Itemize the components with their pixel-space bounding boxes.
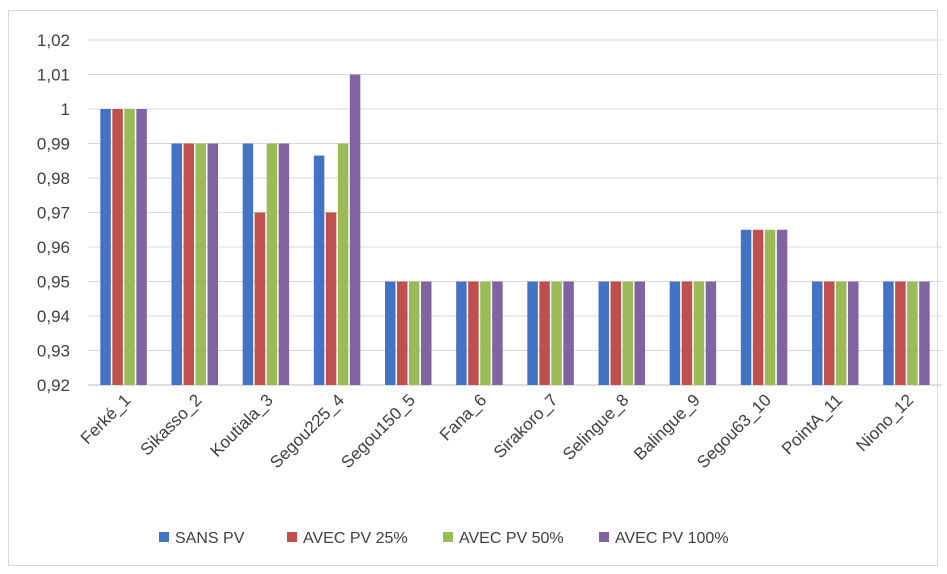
bar-Segou63_10-s2: [764, 229, 776, 385]
y-tick-label: 1,01: [37, 66, 70, 85]
x-tick-label: Sirakoro_7: [490, 390, 562, 462]
x-tick-label: PointA_11: [778, 390, 846, 458]
bar-Segou150_5-s1: [397, 281, 408, 385]
bar-Fana_6-s0: [456, 281, 467, 385]
x-tick-label: Selingue_8: [559, 390, 633, 464]
bar-Balingue_9-s3: [705, 281, 717, 385]
bar-Segou63_10-s3: [776, 229, 788, 385]
y-tick-label: 0,94: [37, 307, 70, 326]
bar-Sirakoro_7-s1: [539, 281, 550, 385]
bar-Sirakoro_7-s3: [563, 281, 574, 385]
bar-Segou150_5-s2: [409, 281, 420, 385]
bar-Koutiala_3-s1: [254, 212, 266, 385]
legend-label: AVEC PV 50%: [459, 530, 564, 547]
bar-Selingue_8-s0: [598, 281, 609, 385]
bar-Niono_12-s3: [919, 281, 930, 385]
y-tick-label: 1,02: [37, 31, 70, 50]
bars: [100, 74, 930, 385]
y-tick-label: 0,93: [37, 342, 70, 361]
bar-Ferké_1-s3: [136, 109, 147, 385]
bar-Sikasso_2-s3: [207, 143, 218, 385]
bar-Niono_12-s1: [895, 281, 906, 385]
x-tick-label: Balingue_9: [630, 390, 704, 464]
bar-Ferké_1-s0: [100, 109, 111, 385]
bar-Selingue_8-s2: [622, 281, 633, 385]
y-tick-label: 1: [61, 100, 70, 119]
bar-Sirakoro_7-s2: [551, 281, 562, 385]
bar-Balingue_9-s1: [681, 281, 693, 385]
y-tick-label: 0,92: [37, 376, 70, 395]
bar-Segou150_5-s0: [385, 281, 396, 385]
x-tick-label: Niono_12: [852, 390, 917, 455]
legend-swatch: [159, 532, 169, 542]
bar-PointA_11-s0: [812, 281, 823, 385]
bar-PointA_11-s3: [848, 281, 859, 385]
bar-Segou225_4-s0: [313, 155, 325, 385]
bar-Segou63_10-s0: [740, 229, 752, 385]
bar-Fana_6-s3: [492, 281, 503, 385]
bar-Segou225_4-s3: [349, 74, 361, 385]
y-axis-ticks: 0,92 0,93 0,94 0,95 0,96 0,97 0,98 0,99 1 1,01 1,0…: [37, 31, 70, 395]
x-tick-label: Segou225_4: [266, 390, 348, 472]
bar-Sikasso_2-s2: [195, 143, 206, 385]
legend-swatch: [443, 532, 453, 542]
x-tick-label: Sikasso_2: [137, 390, 206, 459]
x-axis-ticks: Ferké_1 Sikasso_2 Koutiala_3Segou225_4Sego…: [77, 390, 917, 472]
bar-Selingue_8-s1: [610, 281, 621, 385]
y-tick-label: 0,98: [37, 169, 70, 188]
y-tick-label: 0,96: [37, 238, 70, 257]
bar-PointA_11-s2: [836, 281, 847, 385]
x-tick-label: Fana_6: [436, 390, 490, 444]
legend-label: SANS PV: [175, 530, 245, 547]
legend-swatch: [287, 532, 297, 542]
bar-Niono_12-s0: [883, 281, 894, 385]
x-tick-label: Ferké_1: [77, 390, 135, 448]
y-tick-label: 0,99: [37, 135, 70, 154]
bar-Sikasso_2-s0: [171, 143, 182, 385]
bar-Segou225_4-s2: [337, 143, 349, 385]
bar-Fana_6-s1: [468, 281, 479, 385]
y-tick-label: 0,95: [37, 273, 70, 292]
legend-label: AVEC PV 25%: [303, 530, 408, 547]
y-tick-label: 0,97: [37, 204, 70, 223]
bar-Sirakoro_7-s0: [527, 281, 538, 385]
bar-Sikasso_2-s1: [183, 143, 194, 385]
gridlines: [88, 39, 942, 386]
x-tick-label: Koutiala_3: [206, 390, 276, 460]
bar-Segou63_10-s1: [752, 229, 764, 385]
legend: SANS PV AVEC PV 25% AVEC PV 50% AVEC PV 100…: [159, 530, 729, 547]
x-tick-label: Segou150_5: [337, 390, 419, 472]
bar-PointA_11-s1: [824, 281, 835, 385]
bar-Koutiala_3-s3: [278, 143, 290, 385]
bar-Balingue_9-s0: [669, 281, 681, 385]
bar-Koutiala_3-s0: [242, 143, 254, 385]
bar-Ferké_1-s1: [112, 109, 123, 385]
bar-Segou150_5-s3: [421, 281, 432, 385]
bar-Selingue_8-s3: [634, 281, 645, 385]
bar-Fana_6-s2: [480, 281, 491, 385]
bar-Ferké_1-s2: [124, 109, 135, 385]
bar-Niono_12-s2: [907, 281, 918, 385]
bar-Koutiala_3-s2: [266, 143, 278, 385]
bar-Segou225_4-s1: [325, 212, 337, 385]
bar-Balingue_9-s2: [693, 281, 705, 385]
legend-swatch: [599, 532, 609, 542]
x-tick-label: Segou63_10: [693, 390, 775, 472]
legend-label: AVEC PV 100%: [615, 530, 729, 547]
